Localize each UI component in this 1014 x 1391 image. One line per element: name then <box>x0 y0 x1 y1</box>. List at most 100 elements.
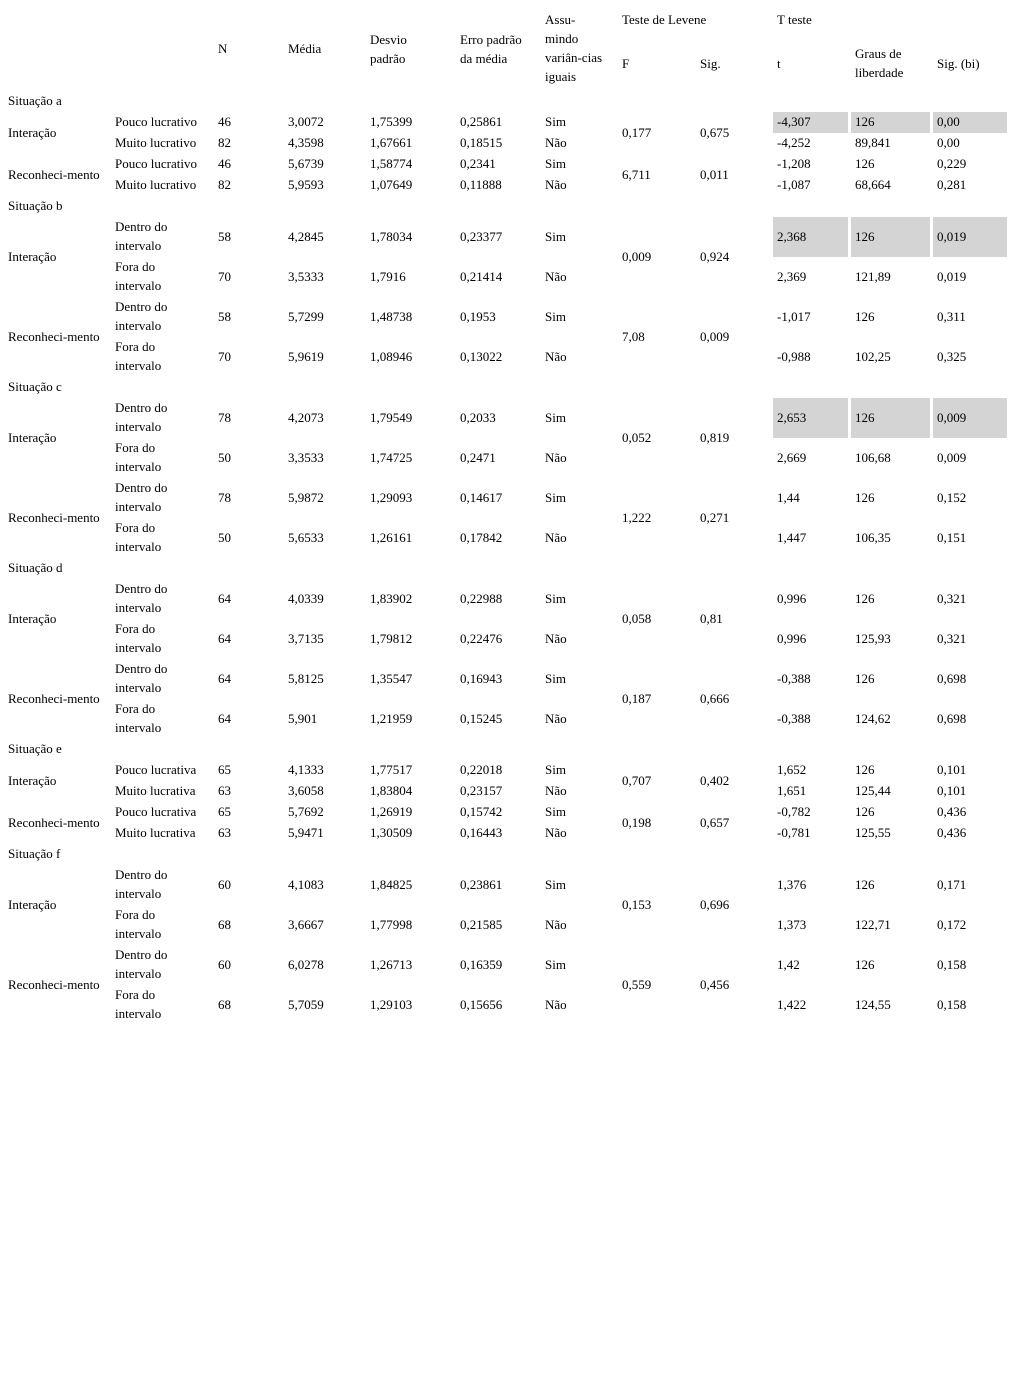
cell-sig_bi: 0,009 <box>933 398 1011 438</box>
cell-media: 3,7135 <box>288 630 324 646</box>
table-row: Interação Dentro do intervalo 78 4,2073 1,79… <box>4 398 1011 445</box>
cell-erro: 0,16943 <box>460 670 503 686</box>
cell-n: 68 <box>218 916 231 932</box>
section-label: Situação e <box>8 741 62 757</box>
cell-assumindo: Sim <box>545 804 566 820</box>
cell-desvio: 1,74725 <box>370 449 413 465</box>
cell-assumindo: Sim <box>545 308 566 324</box>
cell-levene-f: 0,177 <box>622 124 652 140</box>
cell-n: 78 <box>218 489 231 505</box>
cell-sublabel: Dentro do intervalo <box>115 661 168 695</box>
cell-sublabel: Pouco lucrativo <box>115 114 197 130</box>
cell-media: 5,6533 <box>288 529 324 545</box>
cell-assumindo: Sim <box>545 590 566 606</box>
cell-media: 5,7059 <box>288 996 324 1012</box>
cell-t: 0,996 <box>777 590 807 606</box>
cell-graus: 89,841 <box>855 135 891 151</box>
cell-sublabel: Fora do intervalo <box>115 339 162 373</box>
group-label: Interação <box>8 124 57 140</box>
header-graus-liberdade: Graus de liberdade <box>855 46 904 80</box>
cell-sig_bi: 0,151 <box>937 529 967 545</box>
cell-assumindo: Sim <box>545 409 566 425</box>
cell-levene-f: 0,707 <box>622 772 652 788</box>
cell-sig_bi: 0,436 <box>937 825 967 841</box>
cell-desvio: 1,48738 <box>370 308 413 324</box>
cell-sig_bi: 0,152 <box>937 489 967 505</box>
cell-sig_bi: 0,321 <box>937 630 967 646</box>
cell-sig_bi: 0,698 <box>937 710 967 726</box>
table-body: Situação a Interação Pouco lucrativo 46 3,00… <box>4 91 1011 1025</box>
section-row: Situação c <box>4 377 1010 398</box>
cell-media: 5,7692 <box>288 804 324 820</box>
cell-assumindo: Sim <box>545 876 566 892</box>
header-t: t <box>777 55 781 71</box>
section-label: Situação c <box>8 379 62 395</box>
cell-sig_bi: 0,172 <box>937 916 967 932</box>
cell-desvio: 1,21959 <box>370 710 413 726</box>
cell-desvio: 1,67661 <box>370 135 413 151</box>
cell-media: 4,3598 <box>288 135 324 151</box>
cell-n: 64 <box>218 590 231 606</box>
cell-erro: 0,2471 <box>460 449 496 465</box>
section-label: Situação a <box>8 93 62 109</box>
cell-levene-sig: 0,009 <box>700 328 730 344</box>
cell-sublabel: Muito lucrativo <box>115 135 197 151</box>
group-label: Interação <box>8 610 57 626</box>
header-teste-de-levene: Teste de Levene <box>622 12 707 27</box>
cell-media: 6,0278 <box>288 956 324 972</box>
cell-graus: 126 <box>851 398 934 438</box>
cell-t: -1,208 <box>777 156 811 172</box>
cell-assumindo: Não <box>545 348 567 364</box>
cell-levene-sig: 0,81 <box>700 610 723 626</box>
cell-desvio: 1,26713 <box>370 956 413 972</box>
section-label: Situação b <box>8 198 63 214</box>
cell-desvio: 1,35547 <box>370 670 413 686</box>
cell-assumindo: Não <box>545 825 567 841</box>
cell-erro: 0,15245 <box>460 710 503 726</box>
cell-desvio: 1,79812 <box>370 630 413 646</box>
table-row: Fora do intervalo 50 5,6533 1,26161 0,17842 N… <box>4 518 1010 558</box>
cell-graus: 126 <box>855 590 875 606</box>
table-row: Reconheci-mento Dentro do intervalo 60 6,02… <box>4 945 1010 991</box>
header-f: F <box>622 55 630 71</box>
cell-desvio: 1,30509 <box>370 825 413 841</box>
cell-sublabel: Pouco lucrativa <box>115 804 197 820</box>
cell-sublabel: Muito lucrativa <box>115 825 196 841</box>
cell-media: 5,9471 <box>288 825 324 841</box>
cell-media: 3,3533 <box>288 449 324 465</box>
section-row: Situação b <box>4 196 1010 217</box>
table-row: Interação Dentro do intervalo 64 4,0339 1,83… <box>4 579 1010 625</box>
cell-sublabel: Dentro do intervalo <box>115 867 168 901</box>
cell-graus: 126 <box>855 156 875 172</box>
cell-sublabel: Dentro do intervalo <box>115 299 168 333</box>
cell-t: 1,42 <box>777 956 800 972</box>
cell-t: 2,368 <box>773 217 852 257</box>
cell-t: -0,782 <box>777 804 811 820</box>
cell-sig_bi: 0,009 <box>937 449 967 465</box>
cell-media: 5,6739 <box>288 156 324 172</box>
cell-t: 1,652 <box>777 762 807 778</box>
cell-assumindo: Não <box>545 996 567 1012</box>
cell-levene-sig: 0,657 <box>700 814 730 830</box>
cell-sig_bi: 0,229 <box>937 156 967 172</box>
cell-desvio: 1,26161 <box>370 529 413 545</box>
cell-sig_bi: 0,101 <box>937 762 967 778</box>
cell-sublabel: Dentro do intervalo <box>115 947 168 981</box>
cell-desvio: 1,78034 <box>370 228 413 244</box>
cell-erro: 0,15742 <box>460 804 503 820</box>
cell-media: 5,7299 <box>288 308 324 324</box>
cell-t: 1,422 <box>777 996 807 1012</box>
cell-graus: 126 <box>855 762 875 778</box>
cell-t: 2,369 <box>777 268 807 284</box>
group-label: Interação <box>8 772 57 788</box>
cell-assumindo: Sim <box>545 156 566 172</box>
cell-t: 1,44 <box>777 489 800 505</box>
cell-sig_bi: 0,698 <box>937 670 967 686</box>
header-assumindo-variancias: Assu- mindo variân-cias iguais <box>545 12 603 84</box>
cell-erro: 0,23157 <box>460 783 503 799</box>
cell-levene-sig: 0,666 <box>700 690 730 706</box>
cell-t: -1,087 <box>777 177 811 193</box>
cell-desvio: 1,29093 <box>370 489 413 505</box>
cell-sublabel: Fora do intervalo <box>115 440 162 474</box>
cell-media: 5,901 <box>288 710 318 726</box>
